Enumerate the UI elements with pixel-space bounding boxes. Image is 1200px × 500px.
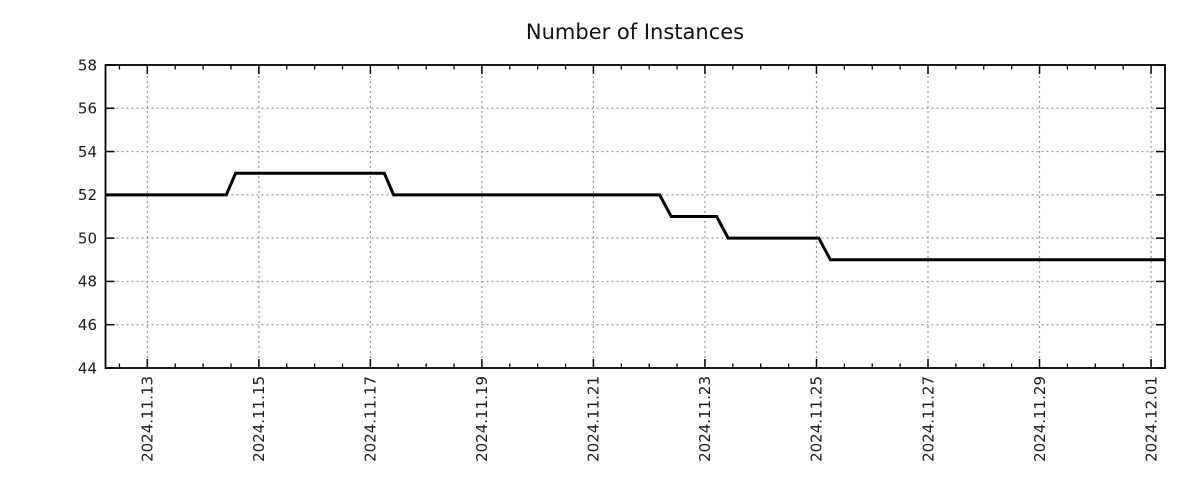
y-tick-label: 52 xyxy=(78,186,97,204)
y-tick-label: 46 xyxy=(78,316,97,334)
chart-title: Number of Instances xyxy=(526,20,744,44)
x-tick-label: 2024.11.15 xyxy=(250,376,268,462)
x-tick-label: 2024.11.29 xyxy=(1031,376,1049,462)
x-tick-label: 2024.11.23 xyxy=(696,376,714,462)
plot-border xyxy=(104,64,1166,369)
x-tick-label: 2024.11.19 xyxy=(473,376,491,462)
y-tick-label: 58 xyxy=(78,56,97,74)
series-line xyxy=(105,171,1165,262)
x-tick-label: 2024.11.21 xyxy=(585,376,603,462)
x-tick-label: 2024.11.25 xyxy=(808,376,826,462)
axis-layer xyxy=(104,64,1166,369)
data-layer xyxy=(105,171,1165,262)
y-tick-label: 44 xyxy=(78,359,97,377)
y-tick-label: 50 xyxy=(78,229,97,247)
x-tick-label: 2024.12.01 xyxy=(1142,376,1160,462)
label-layer: 44 46 48 50 52 54 56 58 2024.11.13 2024.11.15 2024… xyxy=(78,56,1160,462)
y-tick-label: 54 xyxy=(78,143,97,161)
x-tick-label: 2024.11.27 xyxy=(919,376,937,462)
x-tick-label: 2024.11.17 xyxy=(362,376,380,462)
y-tick-label: 48 xyxy=(78,273,97,291)
grid-layer xyxy=(106,66,1164,367)
y-tick-label: 56 xyxy=(78,100,97,118)
x-tick-label: 2024.11.13 xyxy=(139,376,157,462)
